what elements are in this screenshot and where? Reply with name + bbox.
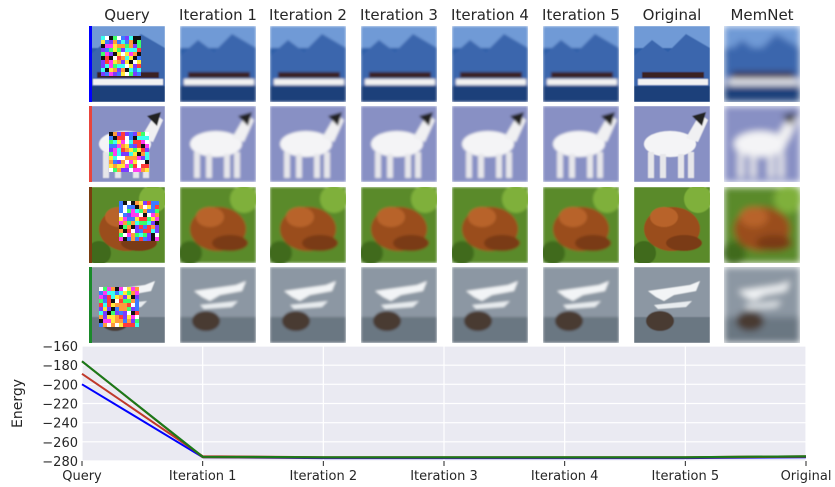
energy-series-line-4: [81, 360, 807, 459]
ship-image-0: [89, 26, 165, 102]
x-tick-label: Query: [62, 469, 102, 484]
row-color-indicator: [89, 267, 92, 343]
airplane-image-0: [89, 267, 165, 343]
ship-image-6: [634, 26, 710, 102]
x-tick-label: Iteration 4: [531, 469, 599, 484]
airplane-image-7: [724, 267, 800, 343]
y-tick-label: −220: [42, 398, 78, 413]
x-tick-label: Iteration 5: [652, 469, 720, 484]
frog-image-3: [361, 187, 437, 263]
frog-image-2: [270, 187, 346, 263]
airplane-image-3: [361, 267, 437, 343]
x-tick-label: Iteration 2: [290, 469, 358, 484]
y-tick-label: −260: [42, 436, 78, 451]
frog-image-0: [89, 187, 165, 263]
airplane-image-6: [634, 267, 710, 343]
airplane-image-2: [270, 267, 346, 343]
y-tick-label: −240: [42, 417, 78, 432]
column-header: MemNet: [730, 6, 794, 24]
airplane-image-1: [180, 267, 256, 343]
y-tick-label: −180: [42, 359, 78, 374]
row-color-indicator: [89, 26, 92, 102]
row-color-indicator: [89, 187, 92, 263]
horse-image-3: [361, 106, 437, 182]
airplane-image-5: [543, 267, 619, 343]
ship-image-1: [180, 26, 256, 102]
x-tick-label: Iteration 1: [169, 469, 237, 484]
column-header: Query: [104, 6, 150, 24]
column-header: Iteration 1: [179, 6, 257, 24]
y-tick-label: −280: [42, 455, 78, 470]
horse-image-4: [452, 106, 528, 182]
y-axis-label: Energy: [10, 379, 26, 428]
ship-image-4: [452, 26, 528, 102]
column-header: Original: [642, 6, 702, 24]
horse-image-7: [724, 106, 800, 182]
horse-image-6: [634, 106, 710, 182]
horse-image-2: [270, 106, 346, 182]
ship-image-2: [270, 26, 346, 102]
y-tick-label: −200: [42, 378, 78, 393]
ship-image-3: [361, 26, 437, 102]
frog-image-7: [724, 187, 800, 263]
frog-image-5: [543, 187, 619, 263]
column-header: Iteration 4: [451, 6, 529, 24]
y-tick-label: −160: [42, 340, 78, 355]
ship-image-5: [543, 26, 619, 102]
row-color-indicator: [89, 106, 92, 182]
frog-image-1: [180, 187, 256, 263]
frog-image-6: [634, 187, 710, 263]
x-tick-label: Original: [781, 469, 832, 484]
image-grid: Query Iteration 1 Iteration 2 Iteration 3 It…: [89, 6, 800, 343]
horse-image-1: [180, 106, 256, 182]
frog-image-4: [452, 187, 528, 263]
horse-image-5: [543, 106, 619, 182]
column-header: Iteration 2: [269, 6, 347, 24]
column-header: Iteration 5: [542, 6, 620, 24]
x-tick-label: Iteration 3: [410, 469, 478, 484]
airplane-image-4: [452, 267, 528, 343]
column-header: Iteration 3: [360, 6, 438, 24]
ship-image-7: [724, 26, 800, 102]
horse-image-0: [89, 106, 165, 182]
